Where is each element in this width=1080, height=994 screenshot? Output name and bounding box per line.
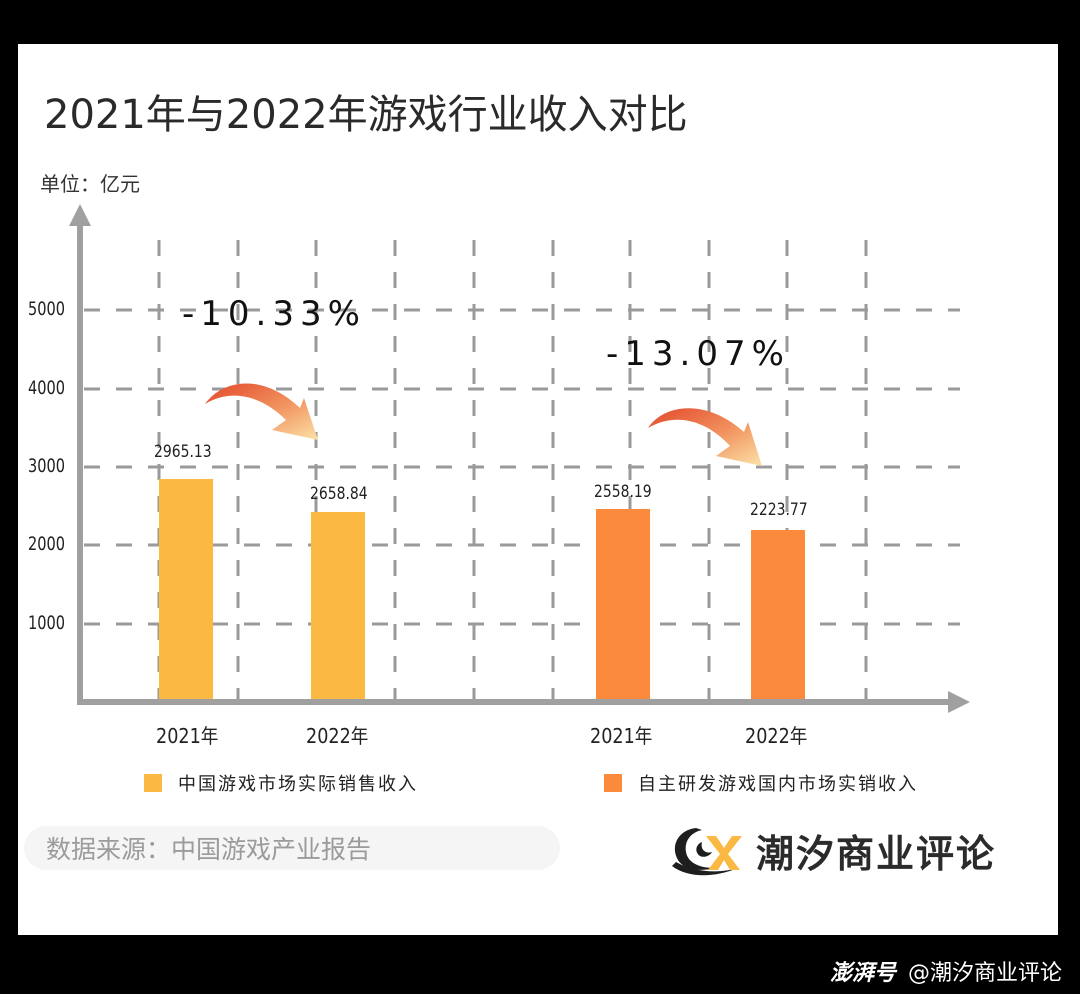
- bars: [159, 479, 805, 701]
- y-tick-1000: 1000: [28, 612, 65, 634]
- legend-item-market: 中国游戏市场实际销售收入: [144, 770, 418, 796]
- data-source-pill: 数据来源：中国游戏产业报告: [24, 826, 560, 870]
- unit-label: 单位：亿元: [40, 172, 140, 196]
- cx-wave-logo-icon: [672, 828, 742, 876]
- grid-lines: [84, 240, 960, 700]
- trend-arrow-left: [205, 383, 318, 440]
- x-category: 2021年: [156, 724, 219, 748]
- change-annotation-left: -10.33%: [182, 294, 366, 334]
- y-tick-4000: 4000: [28, 377, 65, 399]
- bar-2022-domestic: [751, 530, 805, 701]
- value-label: 2658.84: [310, 484, 368, 504]
- legend-label: 中国游戏市场实际销售收入: [178, 774, 418, 795]
- y-tick-5000: 5000: [28, 298, 65, 320]
- value-label: 2223.77: [750, 500, 808, 520]
- legend-swatch: [144, 774, 162, 792]
- legend-item-domestic: 自主研发游戏国内市场实销收入: [604, 770, 918, 796]
- chart-plot: [69, 204, 970, 713]
- x-category: 2022年: [306, 724, 369, 748]
- platform-watermark: 澎湃号 @潮汐商业评论: [830, 955, 1062, 987]
- chart-card: 2021年与2022年游戏行业收入对比 单位：亿元: [18, 44, 1058, 935]
- chart-title: 2021年与2022年游戏行业收入对比: [44, 92, 688, 138]
- publisher-logo: 潮汐商业评论: [666, 822, 996, 878]
- platform-brand: 澎湃号: [829, 961, 896, 986]
- y-tick-3000: 3000: [28, 455, 65, 477]
- axes: [69, 204, 970, 713]
- legend-swatch: [604, 774, 622, 792]
- logo-text: 潮汐商业评论: [756, 831, 997, 876]
- x-category: 2021年: [590, 724, 653, 748]
- bar-2021-market: [159, 479, 213, 701]
- x-category: 2022年: [745, 724, 808, 748]
- bar-2022-market: [311, 512, 365, 701]
- trend-arrow-right: [648, 408, 762, 466]
- value-label: 2558.19: [594, 482, 652, 502]
- bar-2021-domestic: [596, 509, 650, 701]
- change-annotation-right: -13.07%: [606, 334, 790, 374]
- legend-label: 自主研发游戏国内市场实销收入: [638, 774, 918, 795]
- data-source-text: 数据来源：中国游戏产业报告: [46, 835, 372, 864]
- author-handle: @潮汐商业评论: [907, 961, 1062, 986]
- y-tick-2000: 2000: [28, 533, 65, 555]
- value-label: 2965.13: [154, 442, 212, 462]
